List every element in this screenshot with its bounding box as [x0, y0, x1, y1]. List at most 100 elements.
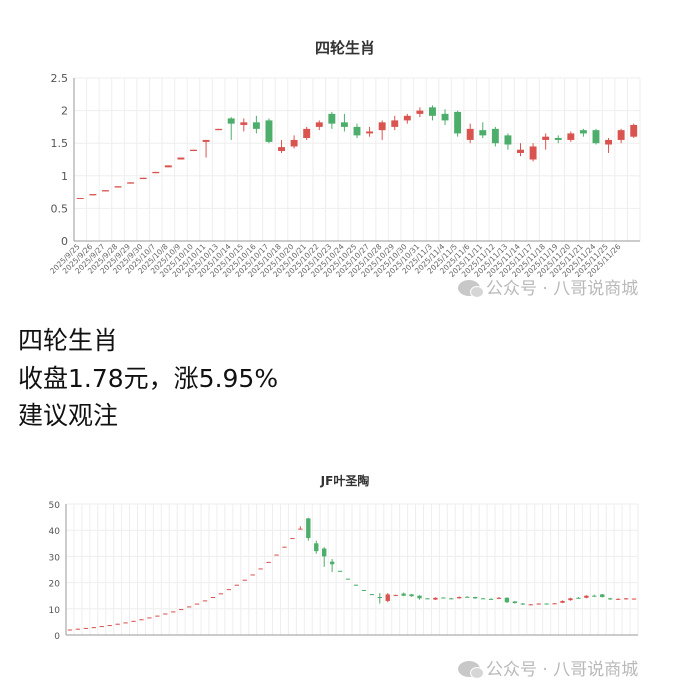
candle: [250, 574, 255, 576]
candle-body: [194, 603, 200, 605]
candle: [377, 593, 382, 604]
candle-body: [617, 130, 625, 140]
candle: [529, 143, 537, 162]
candle: [631, 598, 637, 600]
candles: [67, 517, 637, 631]
candle: [544, 603, 549, 605]
candle-body: [171, 611, 176, 613]
candle: [337, 570, 343, 572]
candle-body: [337, 570, 343, 572]
candle-body: [234, 584, 239, 586]
candle-body: [322, 548, 327, 557]
candle: [194, 603, 200, 605]
candle: [401, 592, 406, 597]
candles: [76, 105, 638, 199]
candle-body: [441, 597, 446, 599]
candle-body: [190, 149, 197, 152]
candle-body: [328, 113, 336, 124]
candle-body: [314, 543, 319, 552]
candle: [215, 128, 223, 131]
candle: [340, 113, 348, 132]
y-axis: 0 0.5 1 1.5 2 2.5: [51, 72, 75, 248]
y-tick-label: 0.5: [51, 202, 69, 215]
candle: [177, 157, 185, 160]
caption-line-1: 四轮生肖: [18, 326, 119, 355]
candle: [512, 600, 518, 604]
candle-body: [552, 603, 557, 605]
candle: [488, 598, 494, 600]
candle-body: [186, 606, 192, 608]
candle-body: [472, 597, 478, 599]
candle: [466, 123, 474, 144]
candle: [298, 526, 303, 530]
candle: [554, 135, 562, 144]
candle: [139, 619, 144, 621]
candle-body: [554, 137, 562, 140]
candle-body: [401, 593, 406, 596]
candle-body: [290, 538, 295, 540]
candle: [600, 593, 605, 598]
candle: [433, 597, 438, 600]
candle: [242, 579, 247, 581]
grid: [73, 77, 641, 242]
y-tick-label: 0: [54, 632, 60, 642]
candle: [306, 517, 311, 541]
candle-body: [615, 598, 621, 600]
candle-body: [504, 597, 510, 603]
candle-body: [345, 578, 351, 580]
candle: [579, 128, 587, 137]
candle: [441, 109, 449, 125]
candle: [567, 131, 575, 142]
x-axis: 2025/9/252025/9/262025/9/272025/9/282025…: [48, 240, 640, 279]
candle: [266, 561, 271, 563]
candle-body: [504, 135, 512, 145]
candle: [329, 559, 335, 573]
candle: [449, 597, 454, 600]
candle-body: [340, 122, 348, 127]
y-tick-label: 2.5: [51, 72, 69, 85]
candle: [345, 578, 351, 580]
candle-body: [210, 597, 216, 599]
candle-body: [274, 554, 279, 556]
candle-body: [457, 597, 462, 599]
chart-title: 四轮生肖: [315, 39, 375, 57]
candle: [391, 115, 399, 131]
candle: [152, 171, 160, 174]
candle-body: [454, 111, 462, 134]
candle-body: [520, 603, 525, 605]
candle-body: [592, 595, 597, 597]
candle-body: [441, 113, 449, 121]
candle: [139, 177, 147, 180]
candle: [504, 597, 510, 604]
caption-line-2: 收盘1.78元，涨5.95%: [18, 363, 279, 393]
candle-body: [76, 197, 84, 199]
watermark: 公众号 · 八哥说商城: [458, 655, 638, 680]
candle: [417, 595, 422, 600]
candle-body: [306, 518, 311, 539]
candle-body: [416, 110, 424, 114]
candle: [454, 110, 462, 137]
candle-body: [479, 130, 487, 136]
candle-body: [449, 598, 454, 600]
y-tick-label: 1.5: [51, 137, 69, 150]
candle: [615, 598, 621, 600]
chart-yeshengtao: JF叶圣陶 0 10 20 30 40 50: [49, 473, 639, 642]
candle: [552, 603, 557, 605]
candle-body: [147, 617, 152, 619]
candle-body: [282, 546, 287, 548]
candle-body: [544, 603, 549, 605]
candle-body: [250, 574, 255, 576]
candle-body: [329, 561, 335, 565]
candle: [67, 629, 73, 631]
candle-body: [584, 595, 589, 598]
candle: [265, 118, 273, 144]
candle: [202, 139, 210, 158]
candle-body: [290, 139, 298, 147]
candle-body: [465, 596, 470, 598]
candle: [472, 596, 478, 599]
candle-body: [123, 622, 128, 624]
candle-body: [353, 584, 359, 586]
candle: [131, 620, 136, 622]
y-tick-label: 1: [61, 170, 68, 183]
wechat-icon: [458, 661, 484, 679]
